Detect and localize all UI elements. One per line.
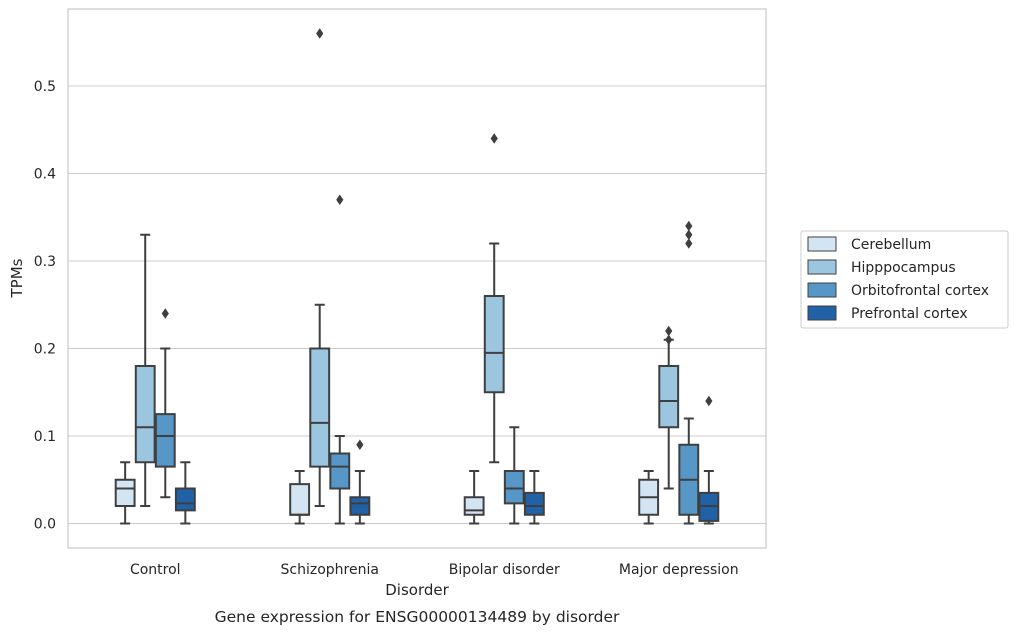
box-iqr xyxy=(154,413,176,468)
y-axis-label: TPMs xyxy=(8,258,26,298)
box-element xyxy=(483,133,505,464)
outlier-point xyxy=(685,229,693,240)
outlier-point xyxy=(665,325,673,337)
box-iqr xyxy=(309,347,331,468)
outlier-point xyxy=(161,308,169,319)
series-group xyxy=(134,28,680,507)
box-iqr xyxy=(503,470,525,505)
x-tick-label: Schizophrenia xyxy=(281,562,379,578)
x-axis-label: Disorder xyxy=(385,581,449,599)
box-element xyxy=(174,461,196,525)
y-tick-label: 0.0 xyxy=(34,517,56,533)
legend-label: Cerebellum xyxy=(851,237,931,253)
box-element xyxy=(154,308,176,499)
box-iqr xyxy=(174,487,196,512)
box-element xyxy=(503,426,525,525)
box-element xyxy=(349,439,371,525)
legend-swatch xyxy=(807,305,837,321)
series-group xyxy=(154,194,700,525)
outlier-point xyxy=(490,133,498,144)
legend-label: Hipppocampus xyxy=(851,260,956,276)
y-tick-label: 0.4 xyxy=(34,167,56,183)
y-tick-label: 0.5 xyxy=(34,79,56,95)
box-iqr xyxy=(483,295,505,394)
box-iqr xyxy=(114,478,136,507)
box-iqr xyxy=(523,491,545,516)
box-iqr xyxy=(134,365,156,464)
legend: Cerebellum Hipppocampus Orbitofrontal cort… xyxy=(800,230,1009,329)
outlier-point xyxy=(685,220,693,232)
plot-frame xyxy=(67,8,767,549)
box-element xyxy=(134,233,156,507)
box-element xyxy=(289,470,311,525)
box-element xyxy=(658,325,680,490)
x-tick-label: Major depression xyxy=(619,562,739,578)
legend-label: Orbitofrontal cortex xyxy=(851,283,989,299)
chart-caption: Gene expression for ENSG00000134489 by d… xyxy=(215,608,620,626)
box-element xyxy=(114,461,136,525)
x-tick-label: Bipolar disorder xyxy=(449,562,560,578)
x-axis-ticks: Control Schizophrenia Bipolar disorder Majo… xyxy=(130,562,739,578)
outlier-point xyxy=(705,395,713,407)
outlier-point xyxy=(316,28,324,39)
outlier-point xyxy=(685,238,693,249)
series-group xyxy=(174,395,720,525)
legend-frame xyxy=(800,230,1009,329)
outlier-point xyxy=(336,194,344,205)
box-iqr xyxy=(658,365,680,429)
box-iqr xyxy=(463,496,485,516)
y-axis-ticks: 0.0 0.1 0.2 0.3 0.4 0.5 xyxy=(34,79,56,533)
series-group xyxy=(114,461,660,525)
y-tick-label: 0.2 xyxy=(34,342,56,358)
x-tick-label: Control xyxy=(130,562,181,578)
box-plot-series xyxy=(114,28,720,525)
box-iqr xyxy=(329,452,351,490)
box-iqr xyxy=(349,496,371,516)
outlier-point xyxy=(356,439,364,450)
outlier-point xyxy=(665,334,673,345)
box-iqr xyxy=(289,483,311,516)
box-element xyxy=(463,470,485,525)
legend-swatch xyxy=(807,282,837,298)
box-element xyxy=(309,28,331,507)
box-element xyxy=(698,395,720,525)
box-element xyxy=(329,194,351,525)
y-tick-label: 0.3 xyxy=(34,254,56,270)
y-tick-label: 0.1 xyxy=(34,429,56,445)
box-element xyxy=(638,470,660,525)
box-element xyxy=(523,470,545,525)
legend-label: Prefrontal cortex xyxy=(851,306,968,322)
legend-swatch xyxy=(807,236,837,252)
legend-swatch xyxy=(807,259,837,275)
box-element xyxy=(678,220,700,525)
